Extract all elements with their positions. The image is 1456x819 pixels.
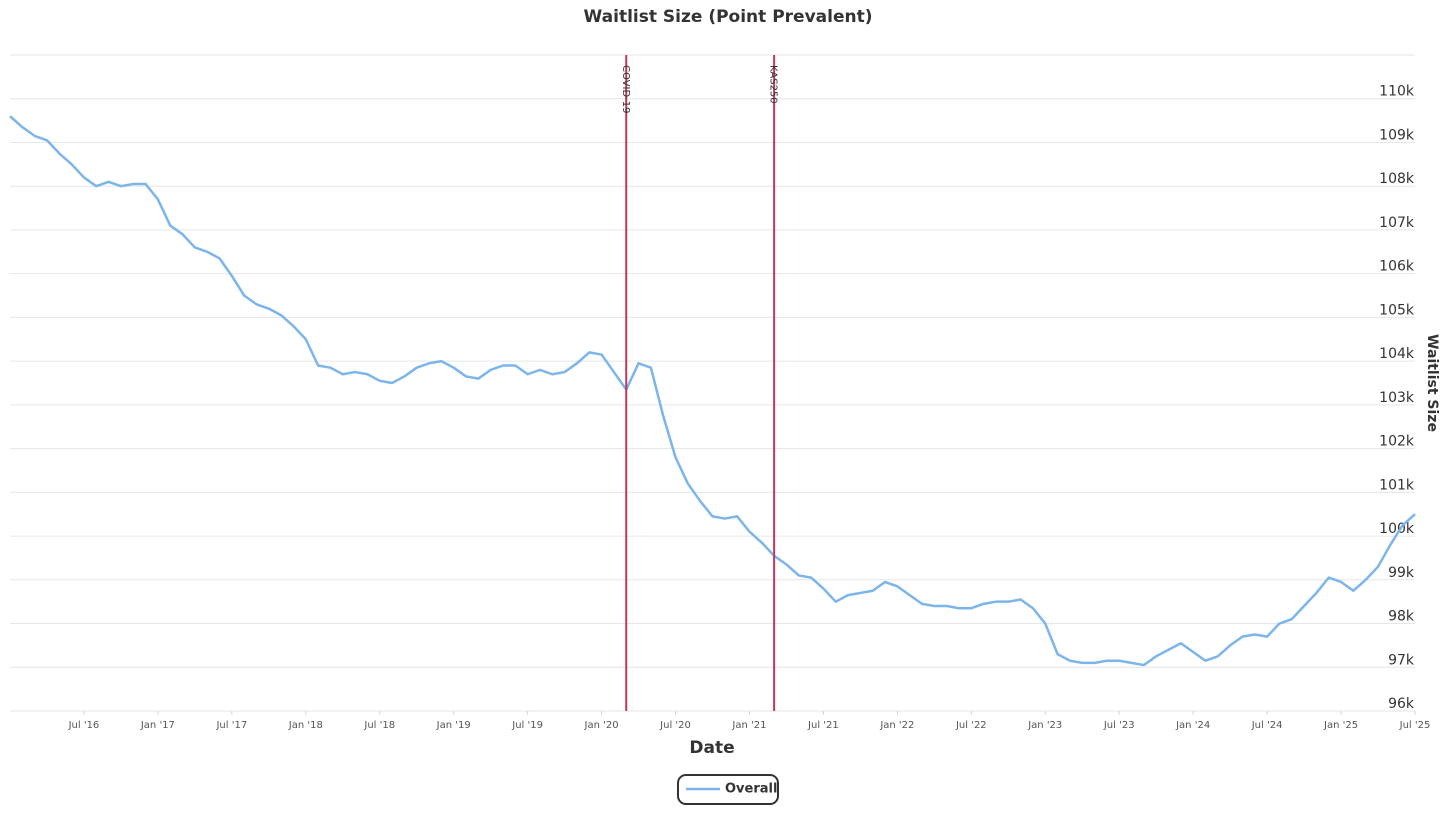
y-tick-label: 106k [1379, 259, 1415, 275]
x-tick-label: Jan '21 [731, 720, 766, 731]
y-tick-label: 110k [1379, 84, 1415, 100]
x-tick-label: Jan '23 [1027, 720, 1062, 731]
x-tick-label: Jul '23 [1103, 720, 1135, 731]
x-tick-label: Jan '20 [584, 720, 619, 731]
x-tick-label: Jul '19 [511, 720, 543, 731]
y-tick-label: 107k [1379, 215, 1415, 231]
y-tick-label: 104k [1379, 346, 1415, 362]
y-tick-label: 100k [1379, 521, 1415, 537]
x-tick-label: Jul '25 [1399, 720, 1431, 731]
legend-box[interactable] [677, 774, 779, 805]
x-tick-label: Jul '18 [363, 720, 395, 731]
y-tick-label: 97k [1388, 652, 1415, 668]
x-tick-label: Jan '22 [879, 720, 914, 731]
y-axis-title: Waitlist Size [1424, 334, 1440, 432]
chart-title: Waitlist Size (Point Prevalent) [584, 7, 873, 27]
y-tick-label: 108k [1379, 171, 1415, 187]
x-tick-label: Jul '16 [68, 720, 100, 731]
x-tick-label: Jul '21 [807, 720, 839, 731]
x-tick-label: Jan '25 [1323, 720, 1358, 731]
y-tick-label: 101k [1379, 477, 1415, 493]
x-tick-label: Jul '17 [215, 720, 247, 731]
y-tick-label: 105k [1379, 302, 1415, 318]
x-tick-label: Jul '22 [955, 720, 987, 731]
x-tick-label: Jan '19 [436, 720, 471, 731]
plot-line-label: COVID-19 [620, 65, 631, 114]
x-tick-label: Jan '17 [140, 720, 175, 731]
x-tick-label: Jul '20 [659, 720, 691, 731]
y-tick-label: 103k [1379, 390, 1415, 406]
x-tick-label: Jan '18 [288, 720, 323, 731]
y-tick-label: 99k [1388, 565, 1415, 581]
x-tick-label: Jul '24 [1251, 720, 1283, 731]
x-axis-title: Date [689, 738, 734, 758]
y-tick-label: 102k [1379, 434, 1415, 450]
y-tick-label: 98k [1388, 609, 1415, 625]
plot-line-label: KAS250 [768, 65, 779, 104]
legend-label: Overall [725, 782, 777, 797]
data-line [9, 115, 1416, 667]
y-tick-label: 109k [1379, 127, 1415, 143]
y-tick-label: 96k [1388, 696, 1415, 712]
x-tick-label: Jan '24 [1175, 720, 1210, 731]
